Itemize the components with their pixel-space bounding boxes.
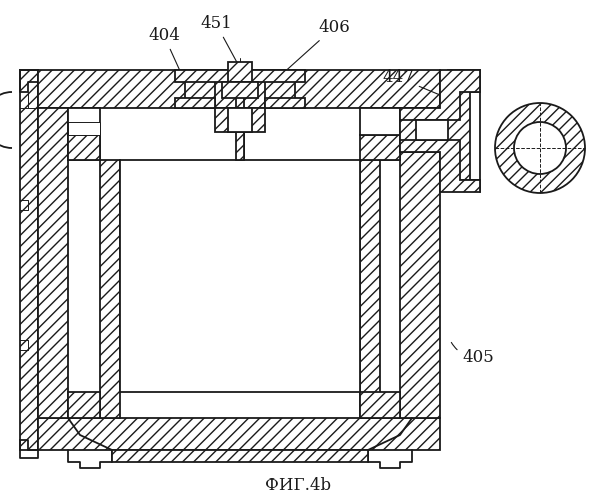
Text: 406: 406: [282, 19, 350, 74]
Polygon shape: [360, 160, 380, 418]
Polygon shape: [100, 160, 120, 418]
Polygon shape: [360, 135, 400, 160]
Polygon shape: [38, 418, 440, 450]
Polygon shape: [38, 108, 68, 418]
Text: 405: 405: [452, 342, 494, 366]
Circle shape: [514, 122, 566, 174]
Polygon shape: [400, 70, 470, 180]
Text: ФИГ.4b: ФИГ.4b: [265, 476, 331, 494]
Polygon shape: [236, 82, 244, 160]
Polygon shape: [185, 70, 215, 108]
Text: 451: 451: [200, 15, 239, 66]
Polygon shape: [360, 108, 400, 135]
Polygon shape: [228, 108, 252, 132]
Text: 404: 404: [148, 27, 189, 90]
Polygon shape: [20, 70, 38, 450]
Text: 414: 414: [140, 277, 172, 294]
Polygon shape: [68, 135, 100, 160]
Polygon shape: [265, 70, 295, 108]
Polygon shape: [68, 392, 100, 418]
Polygon shape: [222, 82, 258, 98]
Polygon shape: [228, 62, 252, 82]
Polygon shape: [215, 108, 265, 132]
Text: 447: 447: [382, 69, 449, 99]
Polygon shape: [400, 140, 480, 192]
Text: 448: 448: [218, 257, 250, 274]
Polygon shape: [265, 98, 305, 108]
Polygon shape: [68, 108, 100, 135]
Polygon shape: [38, 70, 440, 108]
Polygon shape: [175, 70, 305, 82]
Polygon shape: [400, 108, 440, 418]
Polygon shape: [175, 98, 215, 108]
Polygon shape: [400, 70, 480, 120]
Text: A: A: [178, 259, 190, 276]
Polygon shape: [416, 120, 448, 140]
Polygon shape: [68, 122, 100, 135]
Circle shape: [495, 103, 585, 193]
Polygon shape: [112, 450, 368, 462]
Polygon shape: [360, 392, 400, 418]
Polygon shape: [120, 160, 360, 392]
